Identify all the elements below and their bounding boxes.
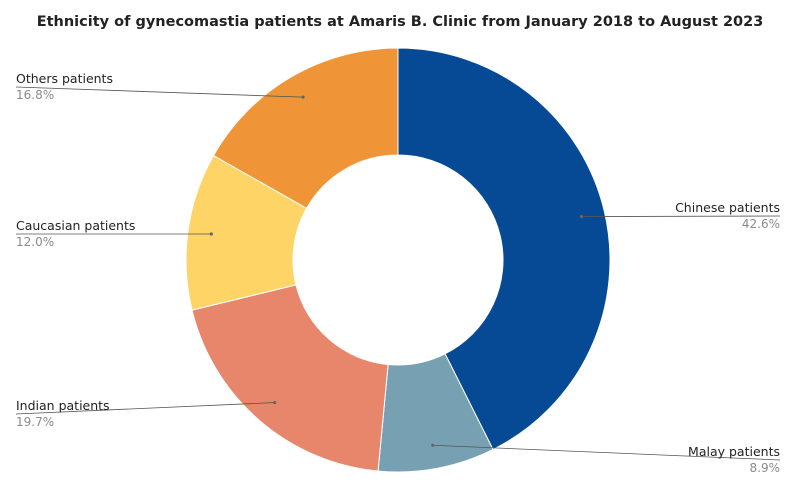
leader-dot-chinese-patients — [579, 214, 584, 219]
slice-others-patients[interactable] — [212, 47, 399, 209]
leader-dot-indian-patients — [273, 400, 277, 405]
leader-dot-others-patients — [301, 95, 305, 99]
leader-dot-caucasian-patients — [209, 232, 213, 236]
label-malay-patients: Malay patients — [688, 444, 780, 459]
leader-line-malay-patients — [432, 444, 781, 461]
leader-dot-malay-patients — [431, 443, 435, 447]
label-chinese-patients: Chinese patients — [675, 200, 780, 215]
slice-indian-patients[interactable] — [191, 284, 389, 472]
label-others-patients: Others patients — [16, 71, 113, 86]
value-chinese-patients: 42.6% — [742, 217, 780, 231]
leader-line-others-patients — [15, 86, 304, 98]
label-caucasian-patients: Caucasian patients — [16, 218, 135, 233]
leader-line-chinese-patients — [581, 215, 781, 217]
slice-chinese-patients[interactable] — [397, 47, 611, 451]
leader-line-indian-patients — [15, 402, 275, 415]
value-malay-patients: 8.9% — [750, 461, 781, 475]
value-caucasian-patients: 12.0% — [16, 235, 54, 249]
value-indian-patients: 19.7% — [16, 415, 54, 429]
chart-title: Ethnicity of gynecomastia patients at Am… — [36, 14, 764, 30]
label-indian-patients: Indian patients — [16, 398, 110, 413]
value-others-patients: 16.8% — [16, 88, 54, 102]
